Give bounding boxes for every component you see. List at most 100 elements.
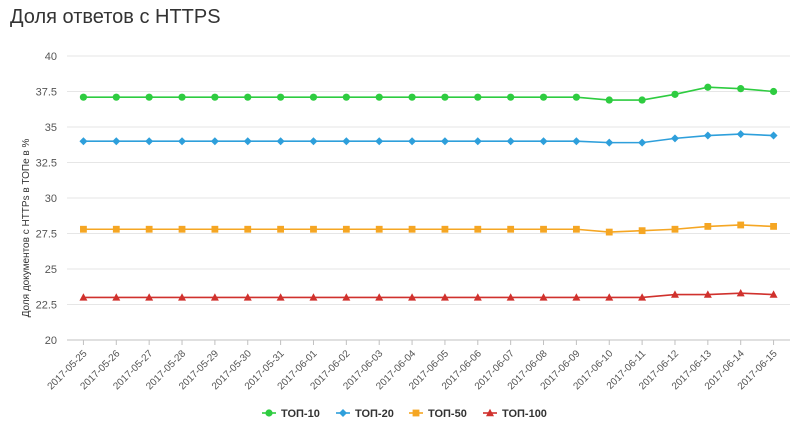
data-point — [309, 93, 318, 101]
data-point — [178, 225, 186, 233]
data-point — [309, 137, 318, 146]
data-point — [375, 137, 384, 146]
data-point — [638, 138, 647, 147]
data-point — [244, 225, 252, 233]
data-point — [112, 225, 120, 233]
series-line — [83, 224, 774, 233]
data-point — [769, 290, 778, 298]
data-point — [474, 93, 482, 101]
data-point — [211, 93, 219, 101]
data-point — [277, 225, 285, 233]
y-tick-label: 35 — [45, 122, 57, 134]
data-point — [310, 225, 317, 233]
series-line — [83, 86, 774, 101]
data-point — [769, 131, 778, 140]
data-point — [342, 225, 350, 233]
data-point — [737, 221, 745, 229]
y-tick-label: 25 — [45, 264, 57, 276]
data-point — [507, 225, 515, 233]
data-point — [540, 225, 547, 233]
data-point — [638, 96, 646, 104]
grid-layer — [67, 55, 790, 341]
data-point — [375, 225, 383, 233]
data-point — [638, 293, 647, 301]
data-point — [572, 225, 580, 233]
data-point — [572, 293, 581, 301]
data-point — [244, 93, 252, 101]
data-point — [671, 90, 679, 98]
legend-item-3[interactable]: ТОП-100 — [483, 408, 547, 420]
data-point — [572, 137, 581, 146]
data-point — [408, 137, 417, 146]
series-3 — [79, 288, 778, 301]
data-point — [704, 83, 712, 91]
data-point — [506, 293, 515, 301]
data-point — [506, 137, 515, 146]
y-tick-label: 20 — [45, 335, 57, 347]
series-0 — [79, 83, 778, 104]
y-tick-label: 32.5 — [36, 158, 57, 170]
data-point — [440, 137, 449, 146]
y-tick-label: 30 — [45, 193, 57, 205]
legend-item-0[interactable]: ТОП-10 — [262, 408, 320, 420]
data-point — [408, 225, 416, 233]
series-layer — [79, 83, 778, 301]
series-line — [83, 133, 774, 144]
data-point — [243, 137, 252, 146]
data-point — [211, 225, 219, 233]
data-point — [769, 87, 778, 96]
data-point — [539, 293, 548, 301]
data-point — [473, 293, 482, 301]
data-point — [79, 137, 88, 146]
legend-marker — [486, 408, 494, 417]
data-point — [178, 293, 187, 301]
data-point — [703, 131, 712, 140]
data-point — [145, 137, 154, 146]
data-point — [276, 293, 285, 301]
data-point — [605, 96, 613, 104]
y-tick-label: 37.5 — [36, 87, 57, 99]
data-point — [736, 288, 745, 297]
legend-marker — [412, 409, 420, 417]
series-line — [83, 292, 774, 299]
legend-item-1[interactable]: ТОП-20 — [336, 408, 394, 420]
data-point — [507, 93, 515, 101]
data-point — [309, 293, 318, 301]
data-point — [737, 85, 745, 93]
data-point — [736, 130, 745, 139]
data-point — [703, 290, 712, 298]
legend-label: ТОП-20 — [355, 408, 394, 420]
data-point — [440, 293, 449, 301]
data-point — [342, 93, 350, 101]
data-point — [112, 93, 120, 101]
data-point — [572, 93, 580, 101]
data-point — [145, 225, 153, 233]
data-point — [539, 137, 548, 146]
data-point — [441, 225, 449, 233]
data-point — [474, 225, 482, 233]
data-point — [605, 138, 614, 147]
series-1 — [79, 130, 778, 147]
data-point — [178, 137, 187, 146]
data-point — [243, 293, 252, 301]
chart-title: Доля ответов с HTTPS — [10, 6, 221, 28]
data-point — [79, 293, 88, 301]
data-point — [277, 93, 285, 101]
data-point — [79, 93, 88, 101]
data-point — [539, 93, 548, 101]
data-point — [605, 293, 614, 301]
legend: ТОП-10 ТОП-20 ТОП-50 ТОП-100 — [262, 408, 547, 420]
data-point — [605, 228, 613, 236]
y-axis-label: Доля документов с HTTPs в ТОПе в % — [21, 138, 32, 317]
data-point — [145, 93, 153, 101]
data-point — [375, 293, 384, 301]
legend-item-2[interactable]: ТОП-50 — [409, 408, 467, 420]
data-point — [112, 137, 121, 146]
data-point — [671, 225, 679, 233]
x-ticks: 2017-05-252017-05-262017-05-272017-05-28… — [46, 340, 780, 392]
data-point — [112, 293, 121, 301]
data-point — [670, 134, 679, 143]
series-2 — [80, 221, 777, 236]
